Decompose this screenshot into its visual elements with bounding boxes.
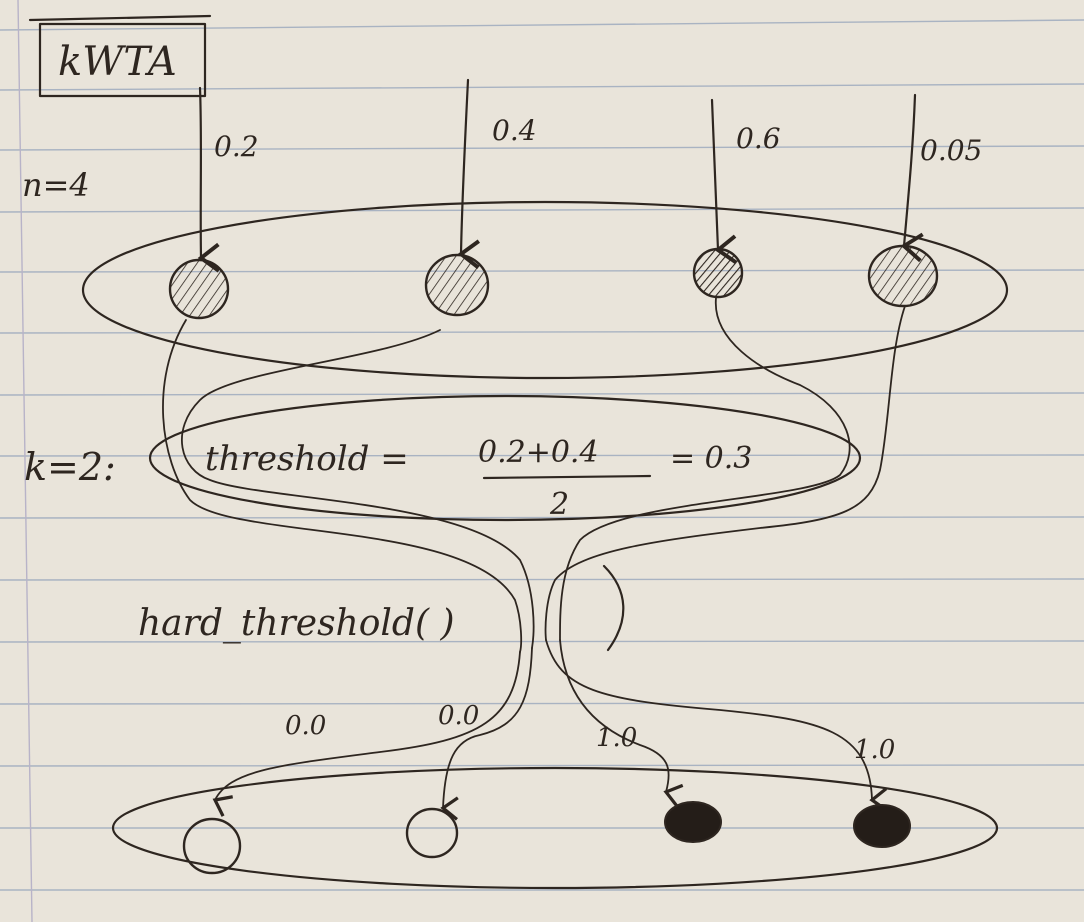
- input-neuron-3: [692, 247, 744, 299]
- kwta-box: [38, 22, 207, 98]
- input-layer-ellipse: [81, 200, 1009, 380]
- formula-numerator: 0.2+0.4: [478, 435, 599, 470]
- output-value-1: 0.0: [285, 711, 326, 741]
- signal-wires: [162, 297, 906, 653]
- formula-result: = 0.3: [670, 441, 752, 476]
- output-layer-ellipse: [111, 766, 999, 890]
- k-label: k=2:: [24, 445, 116, 489]
- formula-denominator: 2: [549, 487, 569, 522]
- output-value-2: 0.0: [438, 701, 479, 731]
- output-value-4: 1.0: [854, 735, 895, 765]
- output-neurons: [182, 801, 911, 875]
- function-label: hard_threshold( ): [138, 603, 455, 644]
- margin-line: [17, 0, 33, 922]
- fraction-bar: [482, 474, 652, 480]
- n-label: n=4: [22, 166, 90, 204]
- input-value-3: 0.6: [736, 122, 781, 155]
- output-neuron-2: [405, 807, 459, 859]
- output-neuron-4: [853, 804, 911, 848]
- input-arrows: [197, 78, 924, 273]
- kwta-label: kWTA: [58, 39, 177, 85]
- output-neuron-1: [182, 817, 242, 875]
- input-value-2: 0.4: [492, 114, 537, 147]
- input-value-4: 0.05: [920, 134, 982, 167]
- input-neurons: [168, 244, 939, 320]
- formula-lhs: threshold =: [205, 439, 409, 479]
- output-value-3: 1.0: [596, 723, 637, 753]
- input-neuron-2: [424, 253, 490, 317]
- input-value-1: 0.2: [214, 130, 259, 163]
- output-neuron-3: [664, 801, 722, 843]
- input-neuron-1: [168, 258, 230, 320]
- input-neuron-4: [867, 244, 939, 308]
- threshold-ellipse: [148, 394, 862, 522]
